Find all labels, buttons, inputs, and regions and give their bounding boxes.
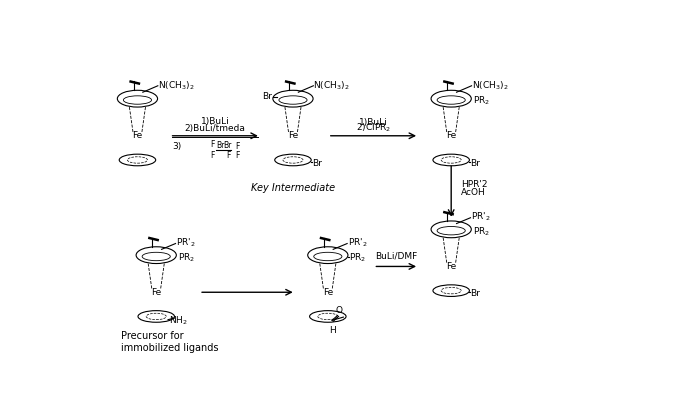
Text: Br: Br — [471, 159, 480, 168]
Text: F: F — [226, 151, 231, 160]
Text: F: F — [235, 151, 240, 160]
Text: PR'$_2$: PR'$_2$ — [176, 237, 196, 249]
Text: BuLi/DMF: BuLi/DMF — [375, 252, 417, 261]
Text: Br: Br — [262, 92, 271, 101]
Text: H: H — [329, 326, 336, 335]
Text: N(CH$_3$)$_2$: N(CH$_3$)$_2$ — [471, 80, 508, 92]
Text: 1)BuLi: 1)BuLi — [201, 117, 230, 126]
Text: O: O — [335, 305, 342, 315]
Text: Fe: Fe — [322, 288, 333, 297]
Text: PR$_2$: PR$_2$ — [178, 251, 195, 264]
Text: Fe: Fe — [446, 262, 456, 271]
Text: Br: Br — [223, 141, 231, 150]
Text: F: F — [210, 151, 215, 160]
Text: F: F — [235, 142, 240, 150]
Text: N(CH$_3$)$_2$: N(CH$_3$)$_2$ — [158, 80, 194, 92]
Text: 1)BuLi: 1)BuLi — [359, 118, 388, 127]
Text: Br: Br — [217, 141, 225, 150]
Text: PR$_2$: PR$_2$ — [349, 251, 367, 264]
Text: 2)ClPR$_2$: 2)ClPR$_2$ — [356, 122, 391, 134]
Text: AcOH: AcOH — [461, 188, 486, 197]
Text: PR$_2$: PR$_2$ — [473, 94, 490, 107]
Text: Fe: Fe — [288, 131, 298, 140]
Text: Precursor for
immobilized ligands: Precursor for immobilized ligands — [121, 331, 219, 352]
Text: Fe: Fe — [132, 131, 143, 140]
Text: F: F — [210, 140, 215, 149]
Text: N(CH$_3$)$_2$: N(CH$_3$)$_2$ — [313, 80, 350, 92]
Text: Key Intermediate: Key Intermediate — [251, 183, 335, 193]
Text: Br: Br — [312, 159, 322, 168]
Text: PR$_2$: PR$_2$ — [473, 226, 490, 238]
Text: Fe: Fe — [151, 288, 161, 297]
Text: Fe: Fe — [446, 131, 456, 140]
Text: 2)BuLi/tmeda: 2)BuLi/tmeda — [185, 124, 246, 132]
Text: 3): 3) — [172, 142, 181, 150]
Text: PR'$_2$: PR'$_2$ — [471, 211, 491, 223]
Text: Br: Br — [471, 290, 480, 298]
Text: HPR'2: HPR'2 — [461, 181, 487, 189]
Text: NH$_2$: NH$_2$ — [169, 314, 188, 326]
Text: PR'$_2$: PR'$_2$ — [347, 237, 367, 249]
